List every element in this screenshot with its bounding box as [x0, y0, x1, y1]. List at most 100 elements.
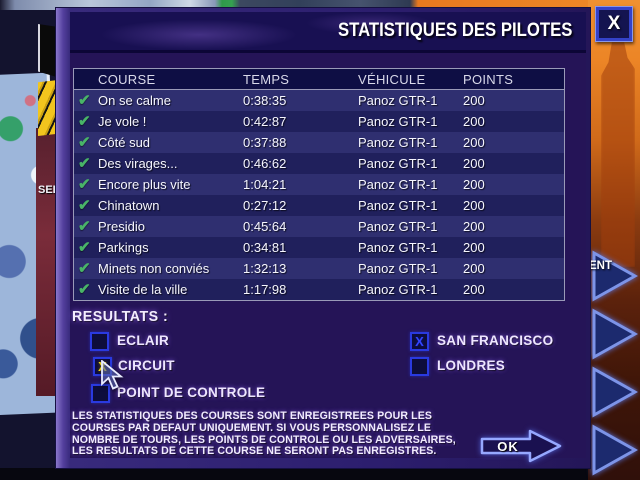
course-cell: Presidio — [98, 219, 145, 234]
completed-check-icon: ✔ — [78, 197, 91, 214]
course-cell: Des virages... — [98, 156, 178, 171]
table-row: ✔ Encore plus vite 1:04:21 Panoz GTR-1 2… — [74, 174, 564, 195]
course-cell: Je vole ! — [98, 114, 147, 129]
vehicule-cell: Panoz GTR-1 — [358, 177, 438, 192]
vehicule-cell: Panoz GTR-1 — [358, 114, 438, 129]
checkbox-mark — [412, 359, 427, 374]
ok-button[interactable]: OK — [480, 428, 566, 464]
menu-arrow-icon — [591, 308, 639, 360]
midtown-logo-fragment — [38, 24, 60, 78]
column-header-temps: TEMPS — [243, 71, 290, 87]
note-line: COURSES PAR DEFAUT UNIQUEMENT. SI VOUS P… — [72, 421, 432, 434]
checkbox-mark — [93, 386, 108, 401]
completed-check-icon: ✔ — [78, 260, 91, 277]
points-cell: 200 — [463, 93, 485, 108]
menu-arrow-icon — [591, 250, 639, 302]
ok-button-label: OK — [497, 439, 519, 454]
table-row: ✔ Presidio 0:45:64 Panoz GTR-1 200 — [74, 216, 564, 237]
footer-note: LES STATISTIQUES DES COURSES SONT ENREGI… — [72, 410, 456, 458]
temps-cell: 1:32:13 — [243, 261, 287, 276]
vehicule-cell: Panoz GTR-1 — [358, 282, 438, 297]
vehicule-cell: Panoz GTR-1 — [358, 261, 438, 276]
background-bottom-strip — [0, 468, 588, 480]
table-row: ✔ Visite de la ville 1:17:98 Panoz GTR-1… — [74, 279, 564, 300]
table-row: ✔ Minets non conviés 1:32:13 Panoz GTR-1… — [74, 258, 564, 279]
points-cell: 200 — [463, 156, 485, 171]
checkbox-label-point-de-controle: POINT DE CONTROLE — [117, 385, 266, 400]
course-cell: On se calme — [98, 93, 171, 108]
checkbox-mark: X — [415, 334, 424, 349]
dialog-titlebar: STATISTIQUES DES PILOTES — [70, 12, 586, 53]
points-cell: 200 — [463, 219, 485, 234]
menu-arrow-icon — [591, 424, 639, 476]
table-row: ✔ On se calme 0:38:35 Panoz GTR-1 200 — [74, 90, 564, 111]
completed-check-icon: ✔ — [78, 218, 91, 235]
checkbox-san-francisco[interactable]: X — [410, 332, 429, 351]
column-header-course: COURSE — [98, 71, 156, 87]
points-cell: 200 — [463, 282, 485, 297]
background-menu-text-fragment: ENT — [589, 260, 612, 272]
completed-check-icon: ✔ — [78, 176, 91, 193]
course-cell: Minets non conviés — [98, 261, 210, 276]
points-cell: 200 — [463, 198, 485, 213]
note-line: NOMBRE DE TOURS, LES POINTS DE CONTROLE … — [72, 433, 456, 446]
madness-logo-fragment — [38, 80, 58, 136]
column-header-vehicule: VÉHICULE — [358, 71, 426, 87]
completed-check-icon: ✔ — [78, 92, 91, 109]
course-cell: Encore plus vite — [98, 177, 191, 192]
checkbox-label-circuit: CIRCUIT — [118, 358, 175, 373]
table-row: ✔ Parkings 0:34:81 Panoz GTR-1 200 — [74, 237, 564, 258]
tower-silhouette — [601, 42, 635, 267]
background-menu-text-fragment: SEL — [38, 184, 58, 196]
course-cell: Côté sud — [98, 135, 151, 150]
vehicule-cell: Panoz GTR-1 — [358, 240, 438, 255]
checkbox-mark — [92, 334, 107, 349]
completed-check-icon: ✔ — [78, 155, 91, 172]
table-row: ✔ Je vole ! 0:42:87 Panoz GTR-1 200 — [74, 111, 564, 132]
note-line: LES STATISTIQUES DES COURSES SONT ENREGI… — [72, 410, 433, 422]
checkbox-eclair[interactable] — [90, 332, 109, 351]
points-cell: 200 — [463, 261, 485, 276]
checkbox-label-san-francisco: SAN FRANCISCO — [437, 333, 554, 348]
course-cell: Visite de la ville — [98, 282, 188, 297]
temps-cell: 1:17:98 — [243, 282, 287, 297]
dialog-title: STATISTIQUES DES PILOTES — [337, 20, 572, 41]
results-heading: RESULTATS : — [72, 308, 169, 325]
points-cell: 200 — [463, 114, 485, 129]
temps-cell: 0:45:64 — [243, 219, 287, 234]
temps-cell: 0:42:87 — [243, 114, 287, 129]
completed-check-icon: ✔ — [78, 239, 91, 256]
temps-cell: 0:46:62 — [243, 156, 287, 171]
checkbox-circuit[interactable]: X — [93, 357, 112, 376]
close-icon: X — [607, 13, 621, 34]
points-cell: 200 — [463, 135, 485, 150]
temps-cell: 0:27:12 — [243, 198, 287, 213]
points-cell: 200 — [463, 240, 485, 255]
course-cell: Chinatown — [98, 198, 160, 213]
vehicule-cell: Panoz GTR-1 — [358, 93, 438, 108]
table-row: ✔ Des virages... 0:46:62 Panoz GTR-1 200 — [74, 153, 564, 174]
table-row: ✔ Côté sud 0:37:88 Panoz GTR-1 200 — [74, 132, 564, 153]
checkbox-londres[interactable] — [410, 357, 429, 376]
temps-cell: 0:38:35 — [243, 93, 287, 108]
table-row: ✔ Chinatown 0:27:12 Panoz GTR-1 200 — [74, 195, 564, 216]
vehicule-cell: Panoz GTR-1 — [358, 156, 438, 171]
course-cell: Parkings — [98, 240, 149, 255]
race-stats-table: COURSE TEMPS VÉHICULE POINTS ✔ On se cal… — [73, 68, 565, 301]
temps-cell: 0:34:81 — [243, 240, 287, 255]
completed-check-icon: ✔ — [78, 281, 91, 298]
completed-check-icon: ✔ — [78, 113, 91, 130]
menu-arrow-icon — [591, 366, 639, 418]
vehicule-cell: Panoz GTR-1 — [358, 198, 438, 213]
close-button[interactable]: X — [595, 6, 633, 42]
pilot-statistics-dialog: STATISTIQUES DES PILOTES COURSE TEMPS VÉ… — [56, 8, 590, 468]
temps-cell: 1:04:21 — [243, 177, 287, 192]
temps-cell: 0:37:88 — [243, 135, 287, 150]
completed-check-icon: ✔ — [78, 134, 91, 151]
vehicule-cell: Panoz GTR-1 — [358, 135, 438, 150]
note-line: LES RESULTATS DE CETTE COURSE NE SERONT … — [72, 445, 437, 458]
checkbox-point-de-controle[interactable] — [91, 384, 110, 403]
checkbox-label-eclair: ECLAIR — [117, 333, 170, 348]
checkbox-mark: X — [98, 359, 107, 374]
